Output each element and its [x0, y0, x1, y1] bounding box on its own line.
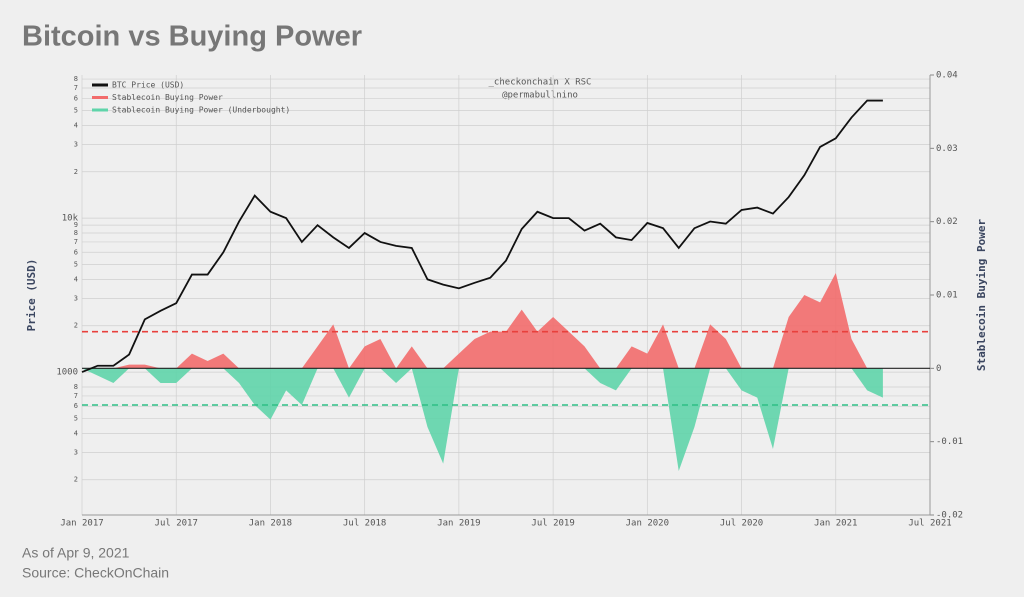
y-axis-label: Price (USD) [25, 259, 38, 332]
x-tick-label: Jul 2018 [343, 519, 386, 529]
y-tick-label: 3 [74, 449, 78, 457]
y-tick-label: 8 [74, 383, 78, 391]
y-tick-label: 7 [74, 84, 78, 92]
x-tick-label: Jan 2017 [60, 519, 103, 529]
area [82, 368, 883, 471]
y-tick-label: 3 [74, 295, 78, 303]
watermark: @permabullnino [502, 91, 578, 101]
y2-tick-label: -0.02 [936, 511, 963, 521]
price-line [81, 99, 883, 373]
x-tick-label: Jan 2021 [814, 519, 857, 529]
y2-tick-label: 0.03 [936, 144, 958, 154]
y-tick-label: 3 [74, 141, 78, 149]
y-tick-label: 4 [74, 275, 78, 283]
y-tick-label: 5 [74, 106, 78, 114]
y-tick-label: 10k [62, 214, 79, 224]
x-tick-label: Jul 2017 [155, 519, 198, 529]
x-tick-label: Jul 2019 [531, 519, 574, 529]
y-tick-label: 4 [74, 121, 78, 129]
y-tick-label: 1000 [56, 368, 78, 378]
area [82, 273, 883, 369]
y-tick-label: 5 [74, 414, 78, 422]
watermark: _checkonchain X RSC [489, 78, 592, 88]
y2-axis-label: Stablecoin Buying Power [975, 218, 988, 371]
x-tick-label: Jan 2018 [249, 519, 292, 529]
y-tick-label: 2 [74, 168, 78, 176]
y-tick-label: 7 [74, 238, 78, 246]
y2-tick-label: 0.02 [936, 217, 958, 227]
y-tick-label: 8 [74, 229, 78, 237]
y-tick-label: 6 [74, 402, 78, 410]
y2-tick-label: 0.04 [936, 71, 958, 81]
y-tick-label: 5 [74, 260, 78, 268]
footer-source: Source: CheckOnChain [22, 565, 169, 581]
x-tick-label: Jul 2020 [720, 519, 763, 529]
footer-date: As of Apr 9, 2021 [22, 545, 130, 561]
y-tick-label: 6 [74, 248, 78, 256]
legend-label: Stablecoin Buying Power (Underbought) [112, 106, 290, 115]
y-tick-label: 4 [74, 429, 78, 437]
y-tick-label: 8 [74, 75, 78, 83]
y-tick-label: 9 [74, 221, 78, 229]
x-tick-label: Jan 2020 [626, 519, 669, 529]
y-tick-label: 2 [74, 476, 78, 484]
y-tick-label: 2 [74, 322, 78, 330]
x-tick-label: Jul 2021 [908, 519, 951, 529]
y2-tick-label: 0 [936, 364, 941, 374]
y-tick-label: 6 [74, 94, 78, 102]
y2-tick-label: 0.01 [936, 291, 958, 301]
x-tick-label: Jan 2019 [437, 519, 480, 529]
y-tick-label: 7 [74, 392, 78, 400]
y2-tick-label: -0.01 [936, 437, 963, 447]
page-title: Bitcoin vs Buying Power [22, 21, 362, 53]
legend-label: Stablecoin Buying Power [112, 93, 223, 102]
legend-label: BTC Price (USD) [112, 81, 184, 90]
